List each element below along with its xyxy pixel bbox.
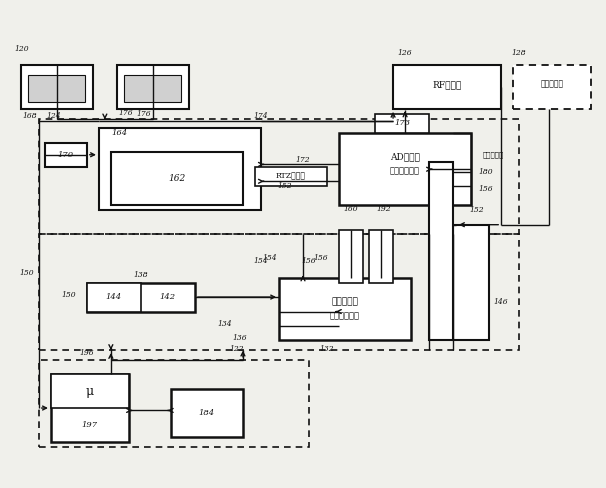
Text: 180: 180 (479, 168, 493, 176)
Text: 154: 154 (262, 254, 278, 263)
Text: 122: 122 (230, 345, 244, 353)
Text: 176: 176 (136, 110, 151, 118)
FancyBboxPatch shape (124, 75, 181, 102)
Text: 156: 156 (479, 184, 493, 193)
Text: 150: 150 (19, 269, 34, 277)
FancyBboxPatch shape (87, 283, 141, 311)
Text: 162: 162 (168, 174, 185, 183)
Text: 142: 142 (160, 293, 176, 301)
Text: 154: 154 (254, 257, 268, 265)
FancyBboxPatch shape (255, 167, 327, 186)
FancyBboxPatch shape (279, 278, 411, 341)
Text: 156: 156 (314, 254, 328, 263)
Text: 124: 124 (47, 112, 61, 120)
FancyBboxPatch shape (21, 65, 93, 109)
Text: 134: 134 (218, 320, 232, 327)
Text: 160: 160 (344, 205, 358, 213)
FancyBboxPatch shape (99, 128, 261, 210)
Text: 144: 144 (106, 293, 122, 301)
FancyBboxPatch shape (429, 162, 453, 341)
FancyBboxPatch shape (453, 224, 489, 341)
Text: 132: 132 (320, 345, 335, 353)
Text: 184: 184 (199, 409, 215, 417)
Text: 146: 146 (494, 298, 508, 306)
Text: 172: 172 (296, 156, 310, 163)
Text: 注入ポンプ: 注入ポンプ (541, 81, 564, 89)
FancyBboxPatch shape (87, 283, 195, 311)
Text: RTZボタン: RTZボタン (276, 172, 306, 181)
Text: カテーテル: カテーテル (331, 297, 359, 306)
FancyBboxPatch shape (51, 374, 129, 408)
Text: 120: 120 (15, 44, 30, 53)
Text: RF発電機: RF発電機 (433, 81, 462, 89)
Text: 126: 126 (398, 49, 413, 58)
FancyBboxPatch shape (45, 142, 87, 167)
Text: 128: 128 (512, 49, 527, 58)
Text: AD変換器: AD変換器 (390, 153, 420, 162)
Text: 192: 192 (377, 205, 391, 213)
FancyBboxPatch shape (28, 75, 85, 102)
Text: 136: 136 (233, 334, 247, 342)
Text: μ: μ (86, 385, 94, 398)
Text: 174: 174 (254, 112, 268, 120)
Text: 150: 150 (62, 291, 76, 299)
Text: 138: 138 (133, 271, 148, 279)
Text: スプレッタ: スプレッタ (483, 151, 504, 159)
Text: 156: 156 (302, 257, 316, 265)
FancyBboxPatch shape (51, 374, 129, 442)
FancyBboxPatch shape (393, 65, 501, 109)
Text: 152: 152 (278, 182, 292, 190)
Text: 173: 173 (394, 120, 410, 127)
Text: 196: 196 (79, 348, 94, 357)
FancyBboxPatch shape (117, 65, 189, 109)
Text: 197: 197 (82, 421, 98, 429)
Text: 170: 170 (58, 151, 74, 159)
Text: 164: 164 (112, 129, 128, 137)
FancyBboxPatch shape (339, 133, 471, 205)
FancyBboxPatch shape (111, 152, 243, 205)
Text: 168: 168 (22, 112, 37, 120)
FancyBboxPatch shape (171, 389, 243, 437)
Text: 152: 152 (470, 206, 484, 214)
Text: 176: 176 (119, 109, 133, 117)
Text: とメモリーダ: とメモリーダ (390, 168, 420, 176)
FancyBboxPatch shape (339, 229, 363, 283)
Text: ハンドル部分: ハンドル部分 (330, 312, 360, 320)
FancyBboxPatch shape (375, 114, 429, 133)
FancyBboxPatch shape (369, 229, 393, 283)
FancyBboxPatch shape (513, 65, 591, 109)
